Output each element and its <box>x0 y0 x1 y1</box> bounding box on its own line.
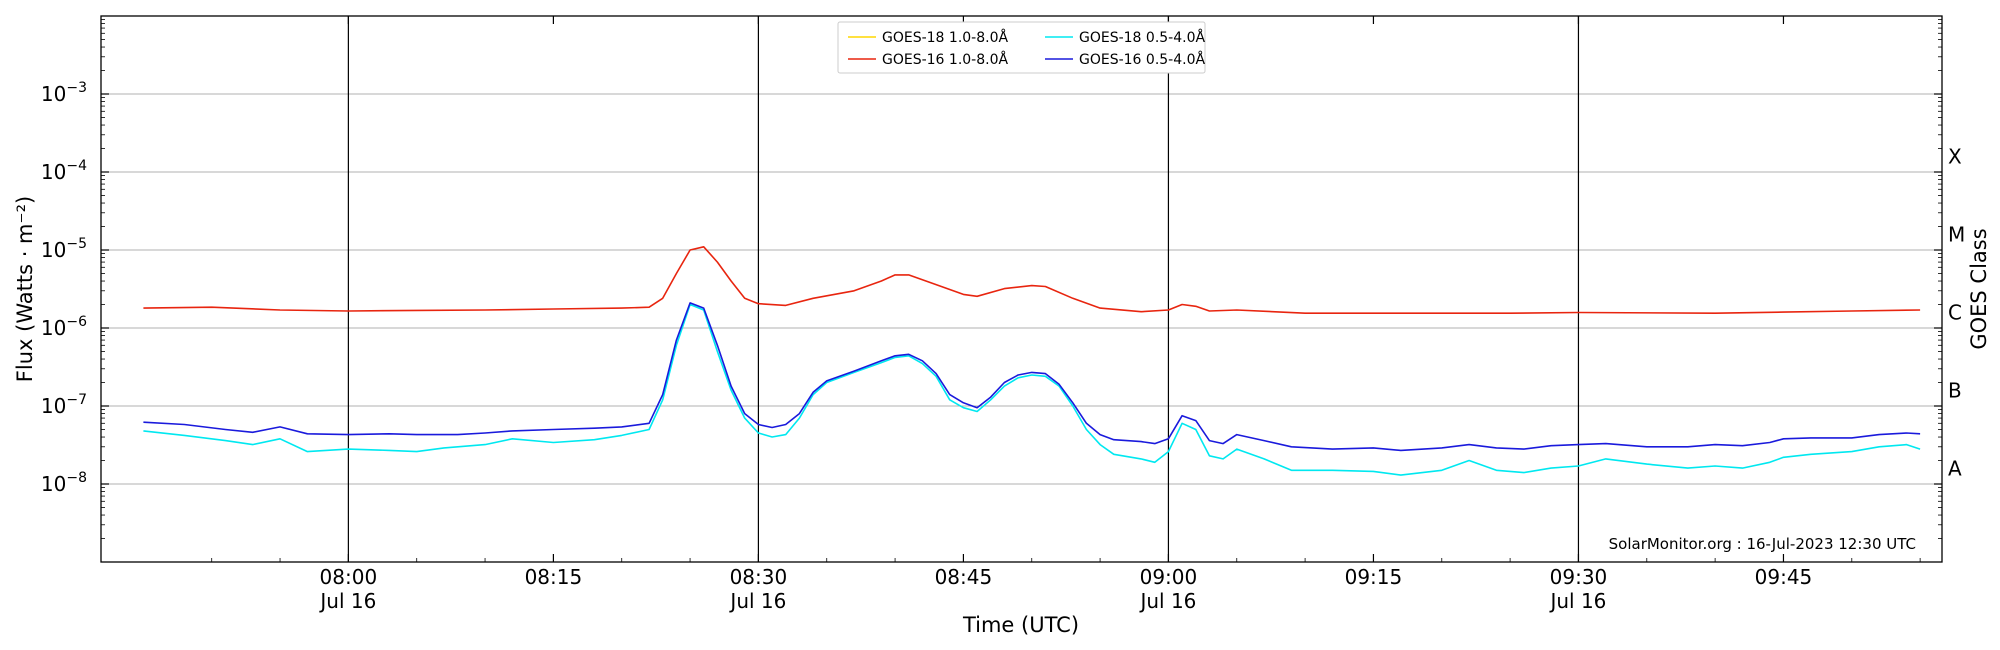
x-tick-date-4: Jul 16 <box>1138 589 1196 613</box>
goes-class-A: A <box>1948 457 1962 481</box>
legend-label-2: GOES-18 0.5-4.0Å <box>1079 29 1205 46</box>
legend: GOES-18 1.0-8.0Å GOES-16 1.0-8.0Å GOES-18 … <box>837 21 1206 74</box>
y-tick-labels: 10−8 10−7 10−6 10−5 10−4 10−3 <box>41 80 87 496</box>
y-tick-label-4: 10−4 <box>41 158 87 184</box>
legend-label-3: GOES-16 0.5-4.0Å <box>1079 51 1205 68</box>
x-axis-title: Time (UTC) <box>962 613 1079 637</box>
y-tick-label-2: 10−6 <box>41 314 87 340</box>
day-marker-lines <box>347 16 1580 562</box>
goes-class-X: X <box>1948 145 1962 169</box>
plot-background <box>101 16 1942 562</box>
plot-frame <box>100 15 1943 563</box>
legend-box <box>837 21 1206 74</box>
goes-class-labels: A B C M X <box>1948 145 1965 481</box>
x-tick-label-5: 09:15 <box>1345 565 1403 589</box>
x-tick-label-1: 08:15 <box>525 565 583 589</box>
goes-class-C: C <box>1948 301 1962 325</box>
y-axis-title: Flux (Watts · m⁻²) <box>13 196 37 382</box>
legend-label-0: GOES-18 1.0-8.0Å <box>882 29 1008 46</box>
x-tick-label-2: 08:30 <box>730 565 788 589</box>
goes-class-M: M <box>1948 223 1965 247</box>
axis-ticks <box>101 16 1942 562</box>
series-line-1 <box>143 303 1921 476</box>
x-tick-label-4: 09:00 <box>1140 565 1198 589</box>
x-tick-label-7: 09:45 <box>1755 565 1813 589</box>
y-tick-label-3: 10−5 <box>41 236 87 262</box>
x-tick-date-0: Jul 16 <box>318 589 376 613</box>
x-tick-label-0: 08:00 <box>320 565 378 589</box>
x-tick-date-2: Jul 16 <box>728 589 786 613</box>
y-tick-label-0: 10−8 <box>41 470 87 496</box>
right-axis-title: GOES Class <box>1967 228 1991 349</box>
x-tick-date-6: Jul 16 <box>1548 589 1606 613</box>
credit-text: SolarMonitor.org : 16-Jul-2023 12:30 UTC <box>1609 535 1916 553</box>
series-lines <box>143 246 1921 476</box>
legend-label-1: GOES-16 1.0-8.0Å <box>882 51 1008 68</box>
goes-class-B: B <box>1948 379 1962 403</box>
x-tick-label-6: 09:30 <box>1550 565 1608 589</box>
x-tick-label-3: 08:45 <box>935 565 993 589</box>
gridlines <box>101 93 1942 485</box>
series-line-2 <box>143 302 1921 452</box>
series-line-0 <box>143 246 1921 314</box>
y-tick-label-1: 10−7 <box>41 392 87 418</box>
y-tick-label-5: 10−3 <box>41 80 87 106</box>
